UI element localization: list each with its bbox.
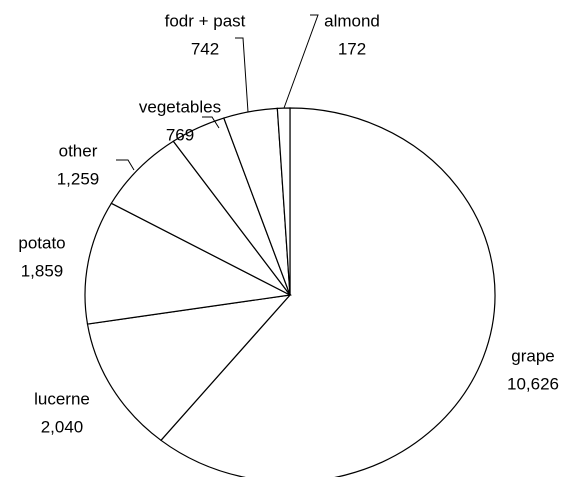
value-label: 769 [166,125,194,144]
slice-label: grape [511,346,554,365]
pie-slice [86,294,292,442]
slice-label: fodr + past [165,11,246,30]
leader-line [235,37,249,113]
pie-slice [160,107,496,477]
slice-label: other [59,141,98,160]
leader-line [283,14,319,109]
value-label: 1,859 [21,261,64,280]
value-label: 10,626 [507,374,559,393]
value-label: 742 [191,39,219,58]
value-label: 172 [338,39,366,58]
value-label: 1,259 [57,169,100,188]
slice-label: lucerne [34,389,90,408]
pie-slice [276,107,291,296]
slice-label: almond [324,11,380,30]
slice-label: potato [18,233,65,252]
slice-label: vegetables [139,97,221,116]
value-label: 2,040 [41,417,84,436]
leader-line [202,116,220,129]
leader-line [116,159,135,171]
pie-slice [84,202,292,325]
